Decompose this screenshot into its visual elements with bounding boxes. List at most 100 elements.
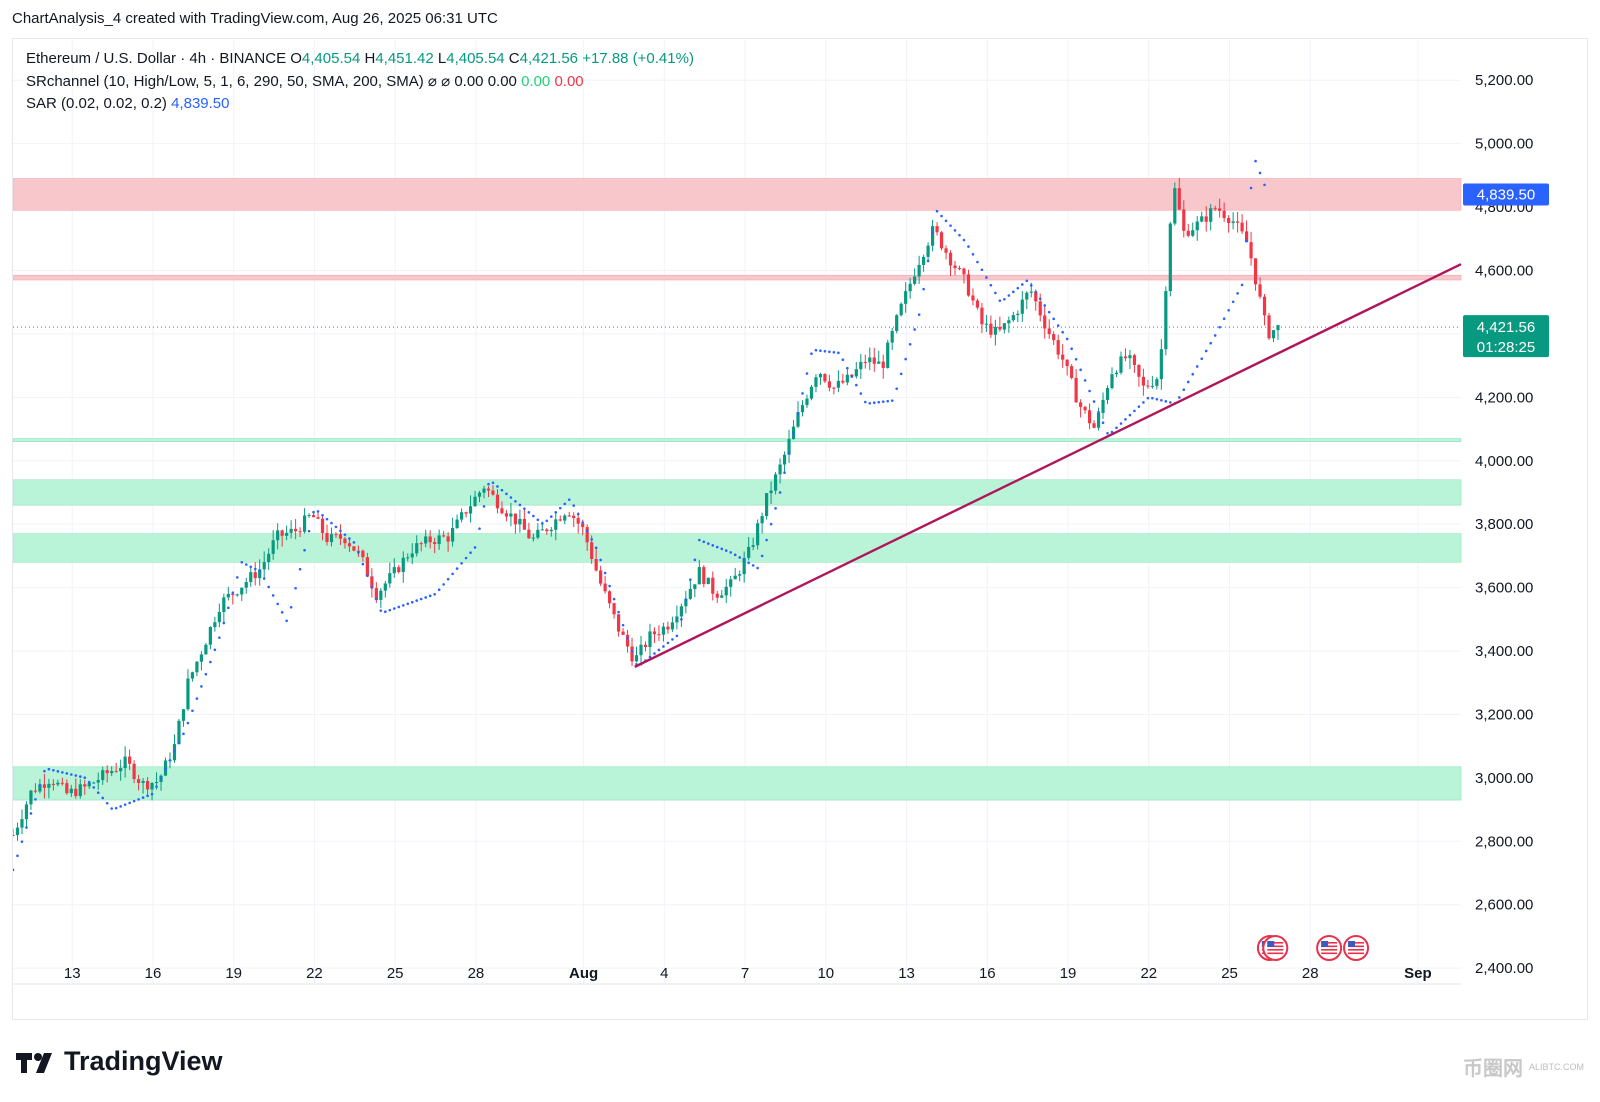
sar-dot: [56, 770, 60, 773]
x-tick-label: 10: [817, 965, 834, 982]
sar-dot: [1029, 284, 1033, 287]
trendline-support[interactable]: [634, 263, 1462, 668]
sar-dot: [662, 645, 665, 648]
sar-dot: [877, 400, 881, 404]
sar-dot: [760, 554, 764, 558]
sar-dot: [253, 567, 257, 571]
x-tick-label: 16: [145, 965, 162, 982]
sar-dot: [778, 491, 782, 494]
candle-up: [119, 768, 123, 772]
y-tick-label: 4,600.00: [1475, 262, 1533, 279]
candle-down: [1262, 296, 1267, 316]
candle-down: [715, 593, 719, 598]
us-event-flag-icon[interactable]: [1316, 935, 1343, 961]
candle-down: [944, 248, 948, 253]
candle-up: [549, 529, 553, 532]
sar-dot: [141, 796, 145, 799]
sar-dot: [518, 503, 522, 507]
sar-dot: [590, 538, 593, 541]
flag-stripe: [1321, 945, 1338, 948]
candle-down: [253, 572, 257, 579]
sar-dot: [191, 709, 194, 713]
sar-dot: [994, 291, 997, 295]
candle-down: [939, 232, 944, 249]
candle-down: [500, 508, 504, 514]
y-tick-label: 5,000.00: [1475, 136, 1533, 153]
candle-down: [343, 538, 347, 544]
y-tick-label: 3,400.00: [1475, 643, 1533, 660]
x-tick-label: 19: [225, 965, 242, 982]
candle-up: [908, 283, 912, 292]
candle-up: [805, 398, 809, 406]
candle-up: [199, 654, 204, 662]
chart-attribution: ChartAnalysis_4 created with TradingView…: [12, 10, 498, 27]
sar-dot: [541, 522, 544, 525]
sar-dot: [249, 565, 253, 569]
price-chart[interactable]: 2,400.00 2,600.00 2,800.00 3,000.00 3,200.00…: [13, 39, 1589, 1021]
sar-dot: [967, 245, 970, 248]
sar-dot: [280, 611, 284, 614]
sar-dot: [1016, 286, 1020, 290]
sar-dot: [123, 803, 127, 806]
last-price-tag[interactable]: [1463, 315, 1549, 358]
sr-zones: [13, 178, 1462, 801]
sar-dot: [150, 792, 154, 796]
candle-down: [1236, 221, 1240, 223]
sar-dot: [702, 540, 706, 544]
sar-dot: [872, 401, 876, 405]
candle-up: [267, 553, 271, 563]
sar-dot: [554, 511, 558, 514]
candle-down: [962, 268, 966, 275]
candle-down: [65, 783, 69, 794]
sar-dot: [608, 584, 611, 588]
candle-up: [1002, 323, 1006, 330]
candle-up: [217, 611, 221, 623]
sar-dot: [738, 556, 741, 559]
site-watermark: 币圈网 ALIBTC.COM: [1463, 1052, 1584, 1081]
candle-up: [679, 606, 683, 617]
candle-up: [1119, 356, 1123, 373]
sar-dot: [675, 634, 679, 638]
sar-dot: [186, 721, 190, 725]
sar-dot: [693, 558, 697, 562]
candle-down: [590, 542, 594, 559]
sar-dot: [729, 551, 733, 554]
candle-up: [913, 276, 917, 284]
candle-down: [361, 550, 365, 558]
sar-dot: [451, 572, 454, 576]
sar-dot: [931, 231, 934, 235]
candle-down: [1043, 315, 1047, 329]
sar-dot: [868, 401, 872, 405]
flag-stripe: [1348, 949, 1365, 951]
sar-price-tag[interactable]: [1463, 183, 1549, 206]
candle-up: [675, 616, 679, 623]
us-event-flag-icon[interactable]: [1343, 935, 1370, 961]
candle-up: [276, 530, 280, 541]
sar-dot: [706, 542, 710, 545]
candle-down: [137, 779, 141, 783]
sar-dot: [626, 636, 629, 640]
sar-dot: [325, 517, 329, 521]
candle-down: [643, 644, 648, 648]
candle-up: [154, 781, 159, 784]
sar-dot: [1204, 349, 1208, 353]
candle-up: [101, 770, 105, 781]
sar-dot: [1249, 186, 1253, 190]
sar-dot: [43, 769, 46, 773]
sar-dot: [599, 558, 602, 562]
support-line-zone: [13, 438, 1462, 443]
sar-dot: [482, 505, 486, 508]
candle-up: [769, 490, 773, 494]
y-tick-label: 3,800.00: [1475, 516, 1533, 533]
sar-dot: [774, 507, 777, 510]
candle-up: [778, 464, 782, 475]
sar-dot: [487, 482, 490, 486]
price-axis: 2,400.00 2,600.00 2,800.00 3,000.00 3,200.00…: [1475, 72, 1533, 977]
us-event-flag-icon[interactable]: [1262, 935, 1289, 961]
sar-dot: [218, 636, 221, 639]
sar-dot: [545, 519, 549, 523]
l-label: L: [437, 50, 447, 67]
chart-panel[interactable]: 2,400.00 2,600.00 2,800.00 3,000.00 3,200.00…: [12, 38, 1588, 1020]
candle-down: [13, 834, 15, 836]
y-tick-label: 3,200.00: [1475, 706, 1533, 723]
